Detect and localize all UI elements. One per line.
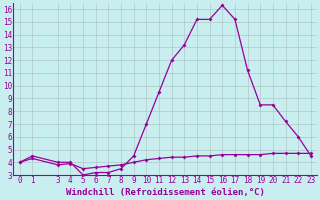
X-axis label: Windchill (Refroidissement éolien,°C): Windchill (Refroidissement éolien,°C) bbox=[66, 188, 265, 197]
